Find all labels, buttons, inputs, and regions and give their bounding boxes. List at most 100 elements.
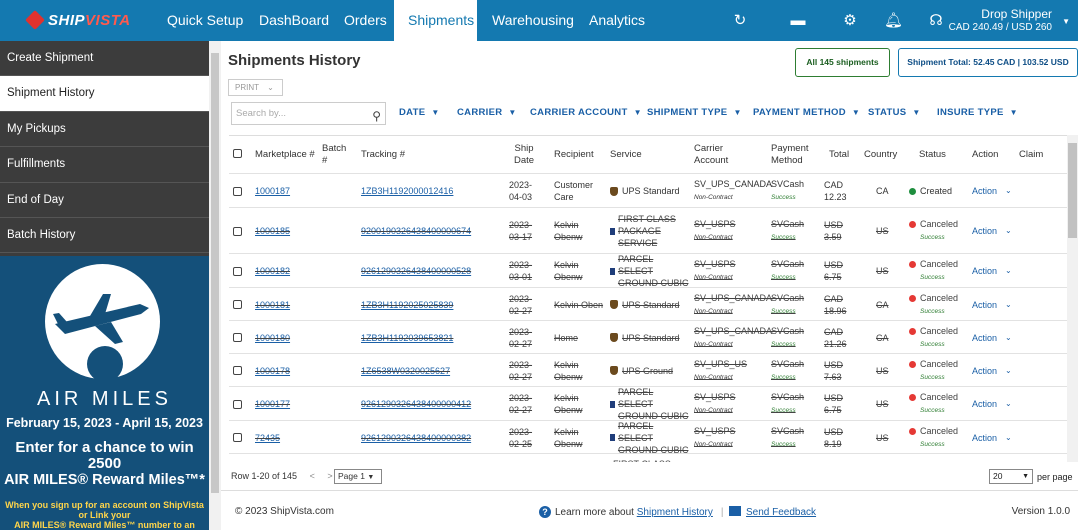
action-dropdown[interactable]: Action ⌄ xyxy=(972,387,1012,421)
table-scrollbar[interactable] xyxy=(1067,135,1078,462)
table-row[interactable]: 1000178 1Z6538W0320025627 2023- 02-27 Kelvin… xyxy=(229,354,1067,387)
shipment-history-link[interactable]: Shipment History xyxy=(636,507,713,518)
marketplace-link[interactable]: 1000187 xyxy=(255,186,291,196)
table-row[interactable]: 1000187 1ZB3H1192000012416 2023- 04-03 Custo… xyxy=(229,174,1067,208)
filter-status[interactable]: STATUS ▼ xyxy=(868,107,921,118)
tracking-link[interactable]: 92612903264384000003​82 xyxy=(361,432,472,443)
cell-total: USD 7.63 xyxy=(824,354,859,387)
action-dropdown[interactable]: Action ⌄ xyxy=(972,421,1012,454)
tracking-link[interactable]: 92001903264384000006​74 xyxy=(361,226,472,236)
shipvista-logo[interactable]: SHIPVISTA xyxy=(25,10,131,30)
action-dropdown[interactable]: Action ⌄ xyxy=(972,288,1012,321)
marketplace-link[interactable]: 1000178 xyxy=(255,365,291,376)
select-all-checkbox[interactable] xyxy=(233,149,242,158)
nav-dashboard[interactable]: DashBoard xyxy=(259,12,330,28)
gear-icon[interactable]: ⚙ xyxy=(843,12,857,29)
row-checkbox[interactable] xyxy=(233,208,242,254)
table-row[interactable]: 1000180 1ZB3H1192039653821 2023- 02-27 Home U… xyxy=(229,321,1067,354)
col-country[interactable]: Country xyxy=(864,149,898,160)
all-shipments-button[interactable]: All 145 shipments xyxy=(795,48,890,77)
row-checkbox[interactable] xyxy=(233,288,242,321)
page-select[interactable]: Page 1 ▼ xyxy=(334,469,382,484)
filter-carrier[interactable]: CARRIER ▼ xyxy=(457,107,517,118)
col-service[interactable]: Service xyxy=(610,149,642,160)
nav-shipments[interactable]: Shipments xyxy=(394,0,477,41)
nav-orders[interactable]: Orders xyxy=(344,12,387,28)
row-checkbox[interactable] xyxy=(233,174,242,208)
nav-warehousing[interactable]: Warehousing xyxy=(492,12,574,28)
tracking-link[interactable]: 1ZB3H1192039653821 xyxy=(361,332,454,343)
nav-analytics[interactable]: Analytics xyxy=(589,12,646,28)
wallet-icon[interactable]: ▬ xyxy=(790,12,806,29)
filter-date[interactable]: DATE ▼ xyxy=(399,107,440,118)
marketplace-link[interactable]: 1000185 xyxy=(255,226,291,236)
row-checkbox[interactable] xyxy=(233,354,242,387)
table-scroll-thumb[interactable] xyxy=(1068,143,1077,238)
table-row[interactable]: 1000182 92612903264384000005​28 2023- 03-01… xyxy=(229,254,1067,288)
tracking-link[interactable]: 1Z6538W0320025627 xyxy=(361,365,451,376)
shipment-total-button[interactable]: Shipment Total: 52.45 CAD | 103.52 USD xyxy=(898,48,1078,77)
sidebar-item-my-pickups[interactable]: My Pickups xyxy=(0,112,209,148)
tracking-link[interactable]: 92612903264384000004​12 xyxy=(361,399,472,409)
cell-tracking: 92612903264384000004​12 xyxy=(361,387,501,421)
sidebar-item-fulfillments[interactable]: Fulfillments xyxy=(0,147,209,183)
table-row[interactable]: 1000177 92612903264384000004​12 2023- 02-27… xyxy=(229,387,1067,421)
search-icon[interactable]: ⚲ xyxy=(372,109,381,123)
col-payment-method[interactable]: Payment Method xyxy=(771,143,809,166)
sidebar-item-create-shipment[interactable]: Create Shipment xyxy=(0,41,209,77)
sidebar-scrollbar[interactable] xyxy=(209,41,221,530)
per-page-select[interactable]: 20 ▼ xyxy=(989,469,1033,484)
table-row[interactable]: 1000185 92001903264384000006​74 2023- 03-17… xyxy=(229,208,1067,254)
prev-page-icon[interactable]: < xyxy=(309,471,315,481)
col-marketplace[interactable]: Marketplace # xyxy=(255,149,315,160)
col-status[interactable]: Status xyxy=(919,149,946,160)
headset-icon[interactable]: ☊ xyxy=(929,12,943,29)
next-page-icon[interactable]: > xyxy=(327,471,333,481)
air-miles-promo-banner[interactable]: AIR MILES February 15, 2023 - April 15, … xyxy=(0,256,209,530)
marketplace-link[interactable]: 1000180 xyxy=(255,332,291,343)
sidebar-item-batch-history[interactable]: Batch History xyxy=(0,218,209,254)
refresh-icon[interactable]: ↻ xyxy=(733,12,747,29)
col-total[interactable]: Total xyxy=(829,149,850,160)
table-row[interactable]: 72435 92612903264384000003​82 2023- 02-25 Ke… xyxy=(229,421,1067,455)
search-input[interactable]: Search by... ⚲ xyxy=(231,102,386,125)
user-menu[interactable]: Drop Shipper CAD 240.49 / USD 260 ▼ xyxy=(949,8,1070,34)
action-dropdown[interactable]: Action ⌄ xyxy=(972,174,1012,208)
action-dropdown[interactable]: Action ⌄ xyxy=(972,254,1012,288)
action-dropdown[interactable]: Action ⌄ xyxy=(972,208,1012,254)
payment-method-name: SVCash xyxy=(771,425,805,436)
row-checkbox[interactable] xyxy=(233,254,242,288)
marketplace-link[interactable]: 72435 xyxy=(255,432,281,443)
print-dropdown[interactable]: PRINT ⌄ xyxy=(228,79,283,96)
row-checkbox[interactable] xyxy=(233,421,242,454)
table-row[interactable]: FIRST CLASS xyxy=(229,454,1067,462)
marketplace-link[interactable]: 1000181 xyxy=(255,299,291,310)
sidebar-item-end-of-day[interactable]: End of Day xyxy=(0,183,209,218)
marketplace-link[interactable]: 1000182 xyxy=(255,266,291,276)
row-checkbox[interactable] xyxy=(233,321,242,354)
send-feedback-link[interactable]: Send Feedback xyxy=(746,507,817,518)
filter-payment-method[interactable]: PAYMENT METHOD ▼ xyxy=(753,107,860,118)
marketplace-link[interactable]: 1000177 xyxy=(255,399,291,409)
action-dropdown[interactable]: Action ⌄ xyxy=(972,321,1012,354)
col-ship-date[interactable]: Ship Date xyxy=(513,143,535,166)
col-recipient[interactable]: Recipient xyxy=(554,149,594,160)
filter-carrier-account[interactable]: CARRIER ACCOUNT ▼ xyxy=(530,107,642,118)
recipient-name: Kelvin Obenw xyxy=(554,393,583,415)
col-batch[interactable]: Batch # xyxy=(322,143,347,166)
tracking-link[interactable]: 1ZB3H1192025025839 xyxy=(361,299,454,310)
tracking-link[interactable]: 1ZB3H1192000012416 xyxy=(361,186,454,196)
table-row[interactable]: 1000181 1ZB3H1192025025839 2023- 02-27 Kelvi… xyxy=(229,288,1067,321)
col-carrier-account[interactable]: Carrier Account xyxy=(694,143,729,166)
action-dropdown[interactable]: Action ⌄ xyxy=(972,354,1012,387)
filter-insure-type[interactable]: INSURE TYPE ▼ xyxy=(937,107,1018,118)
sidebar-item-shipment-history[interactable]: Shipment History xyxy=(0,76,209,112)
row-checkbox[interactable] xyxy=(233,387,242,421)
col-tracking[interactable]: Tracking # xyxy=(361,149,405,160)
filter-shipment-type[interactable]: SHIPMENT TYPE ▼ xyxy=(647,107,742,118)
sidebar-scroll-thumb[interactable] xyxy=(211,53,219,493)
nav-quick-setup[interactable]: Quick Setup xyxy=(167,12,244,28)
bell-icon[interactable]: 🔔︎ xyxy=(884,12,904,29)
copyright-text[interactable]: © 2023 ShipVista.com xyxy=(235,506,334,517)
tracking-link[interactable]: 92612903264384000005​28 xyxy=(361,266,472,276)
